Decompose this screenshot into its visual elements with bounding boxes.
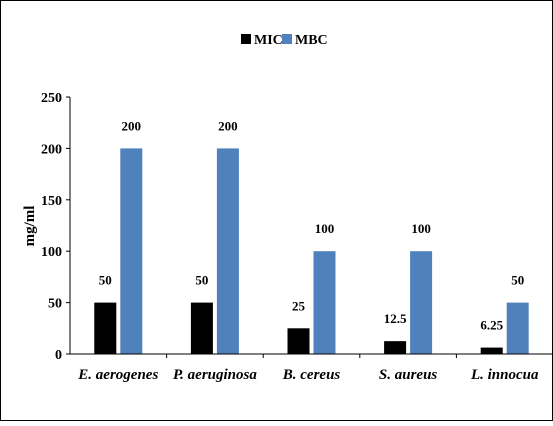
data-label-mbc: 200 bbox=[218, 118, 238, 133]
bar-mic bbox=[190, 302, 213, 354]
legend: MIC MBC bbox=[241, 33, 328, 48]
y-tick-label: 150 bbox=[41, 194, 62, 209]
data-labels: 50 200 50 200 25 100 12.5 100 6.25 50 bbox=[99, 118, 524, 332]
x-category-label: P. aeruginosa bbox=[173, 367, 257, 383]
data-label-mic: 6.25 bbox=[480, 318, 503, 333]
bar-mbc bbox=[313, 251, 336, 354]
legend-swatch-mic bbox=[241, 34, 251, 44]
data-label-mic: 25 bbox=[292, 298, 306, 313]
data-label-mbc: 50 bbox=[511, 273, 524, 288]
bar-mic bbox=[480, 347, 503, 354]
legend-swatch-mbc bbox=[282, 34, 292, 44]
bar-mbc bbox=[216, 148, 239, 354]
y-tick-label: 200 bbox=[41, 142, 62, 157]
y-tick-label: 0 bbox=[55, 348, 62, 363]
y-tick-label: 250 bbox=[41, 91, 62, 106]
data-label-mbc: 100 bbox=[411, 221, 431, 236]
bar-mic bbox=[287, 328, 310, 354]
bar-mbc bbox=[410, 251, 433, 354]
x-category-label: S. aureus bbox=[379, 367, 438, 383]
y-axis-title: mg/ml bbox=[22, 206, 38, 247]
bars bbox=[94, 148, 529, 354]
x-category-label: L. innocua bbox=[470, 367, 539, 383]
data-label-mbc: 200 bbox=[122, 118, 142, 133]
data-label-mic: 12.5 bbox=[384, 311, 407, 326]
bar-mic bbox=[384, 341, 407, 354]
x-axis-labels: E. aerogenes P. aeruginosa B. cereus S. aur… bbox=[77, 354, 539, 383]
legend-label-mic: MIC bbox=[254, 33, 283, 48]
x-category-label: E. aerogenes bbox=[77, 367, 158, 383]
bar-mbc bbox=[506, 302, 529, 354]
y-tick-label: 100 bbox=[41, 245, 62, 260]
data-label-mbc: 100 bbox=[315, 221, 335, 236]
bar-mic bbox=[94, 302, 117, 354]
y-axis-ticks: 0 50 100 150 200 250 bbox=[41, 91, 70, 363]
data-label-mic: 50 bbox=[99, 273, 112, 288]
legend-label-mbc: MBC bbox=[295, 33, 328, 48]
data-label-mic: 50 bbox=[195, 273, 208, 288]
y-tick-label: 50 bbox=[48, 297, 62, 312]
bar-mbc bbox=[120, 148, 143, 354]
x-category-label: B. cereus bbox=[282, 367, 341, 383]
